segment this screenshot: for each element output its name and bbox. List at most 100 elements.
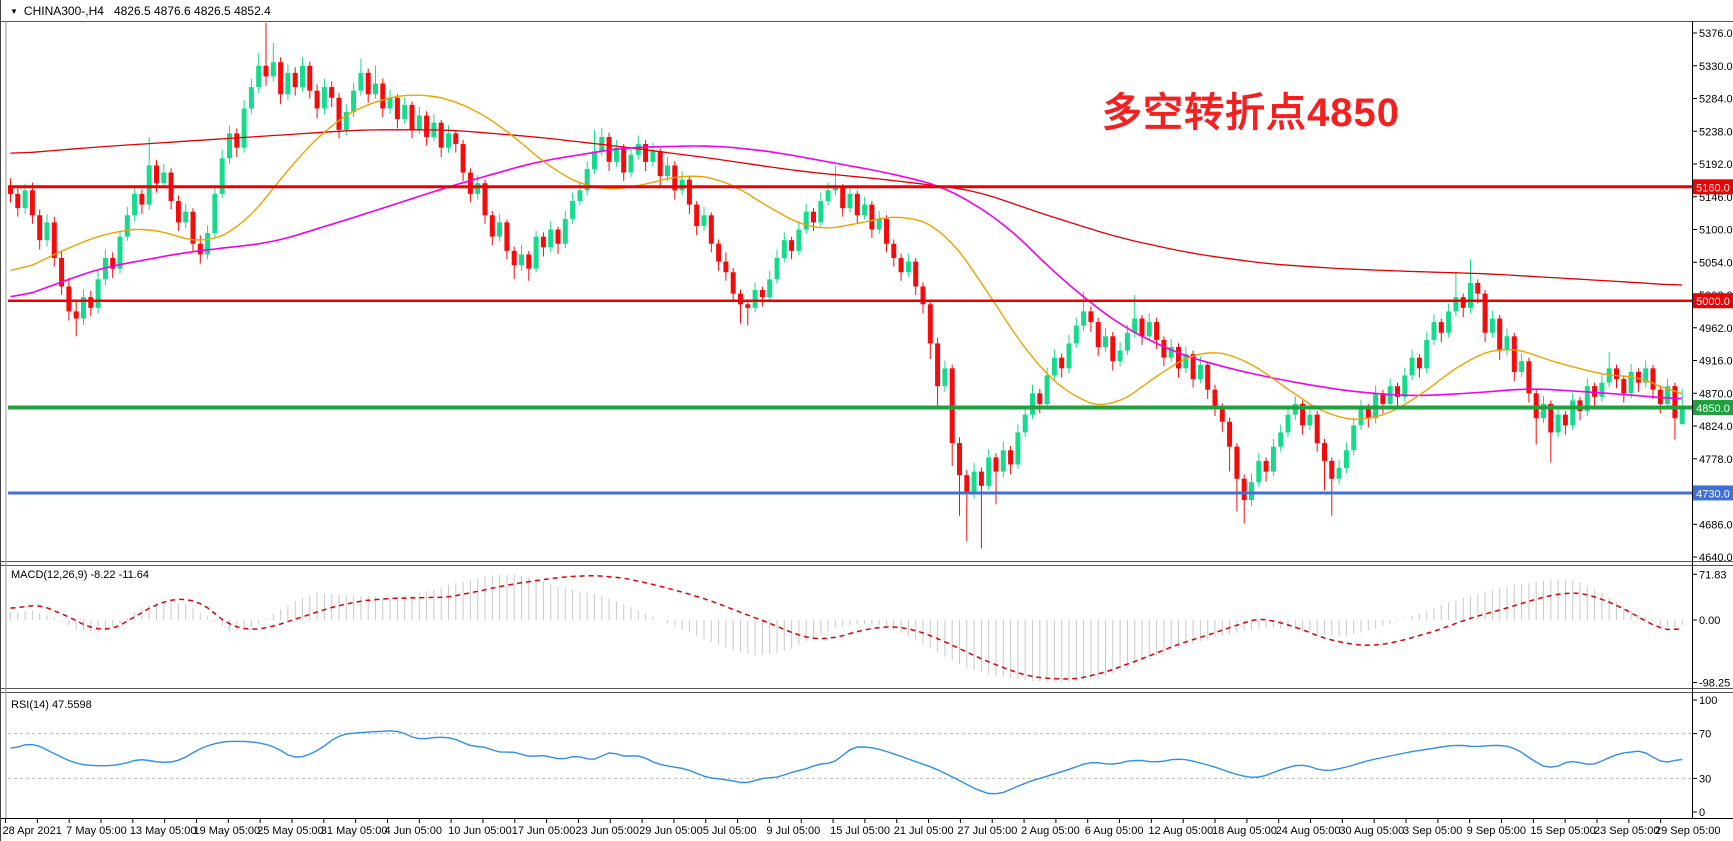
candle-body xyxy=(1161,339,1167,358)
candle-body xyxy=(234,133,240,148)
candle-body xyxy=(1497,318,1503,351)
candle-body xyxy=(15,193,21,209)
candle-body xyxy=(752,290,758,308)
candle-body xyxy=(1351,425,1357,451)
candle-body xyxy=(1489,318,1495,333)
candle-body xyxy=(767,279,773,298)
candle-body xyxy=(1146,322,1152,337)
candle-body xyxy=(796,229,802,251)
candle-body xyxy=(1015,432,1021,465)
candle-body xyxy=(1329,460,1335,479)
price-axis[interactable]: 5376.0 5330.0 5284.0 5238.0 5192.0 5146.0 5100… xyxy=(1692,28,1733,819)
rsi-panel-surface[interactable] xyxy=(8,693,1692,818)
candle-body xyxy=(862,204,868,216)
time-axis-label: 12 Aug 05:00 xyxy=(1148,825,1213,837)
candle-body xyxy=(1124,332,1130,351)
candle-body xyxy=(1300,403,1306,426)
candle-body xyxy=(1241,478,1247,501)
macd-axis-tick-label: 71.83 xyxy=(1699,569,1727,581)
candle-body xyxy=(241,108,247,148)
horizontal-lines-layer[interactable] xyxy=(8,185,1692,495)
time-axis-label: 18 Aug 05:00 xyxy=(1212,825,1277,837)
symbol-dropdown-icon[interactable]: ▼ xyxy=(10,6,18,16)
candle-body xyxy=(124,215,130,237)
price-axis-tick-label: 4824.0 xyxy=(1699,421,1733,433)
time-axis-label: 4 Jun 05:00 xyxy=(384,825,442,837)
candle-body xyxy=(1424,339,1430,369)
time-axis-label: 15 Sep 05:00 xyxy=(1530,825,1595,837)
candle-body xyxy=(37,215,43,241)
price-axis-tick-label: 5330.0 xyxy=(1699,61,1733,73)
candle-body xyxy=(1650,368,1656,390)
candle-body xyxy=(869,204,875,230)
candle-body xyxy=(1453,297,1459,312)
candle-body xyxy=(1672,386,1678,419)
candle-body xyxy=(891,243,897,258)
rsi-panel xyxy=(8,730,1692,795)
candle-body xyxy=(66,286,72,312)
candle-body xyxy=(1679,405,1685,425)
candle-body xyxy=(1665,386,1671,404)
price-axis-tick-label: 5192.0 xyxy=(1699,159,1733,171)
time-axis-label: 21 Jul 05:00 xyxy=(894,825,954,837)
candle-body xyxy=(789,240,795,251)
candle-body xyxy=(825,190,831,202)
candle-body xyxy=(132,193,138,216)
candle-body xyxy=(1621,379,1627,394)
candle-body xyxy=(351,90,357,113)
candle-body xyxy=(1270,446,1276,472)
candle-body xyxy=(1511,336,1517,372)
candle-body xyxy=(95,279,101,308)
candle-body xyxy=(1176,346,1181,369)
candle-body xyxy=(446,133,451,148)
candle-body xyxy=(460,144,466,173)
macd-panel-surface[interactable] xyxy=(8,566,1692,688)
candle-body xyxy=(1095,322,1101,347)
candle-body xyxy=(759,290,765,298)
candle-body xyxy=(694,204,700,226)
candle-body xyxy=(1431,322,1437,340)
candle-body xyxy=(453,133,459,145)
candle-body xyxy=(1526,361,1532,394)
candle-body xyxy=(701,215,707,226)
candle-body xyxy=(1599,382,1605,397)
price-chart-surface[interactable] xyxy=(8,21,1692,561)
candle-body xyxy=(1022,414,1028,433)
candle-body xyxy=(1438,322,1444,333)
candle-body xyxy=(584,168,590,191)
candle-body xyxy=(811,211,816,223)
candle-body xyxy=(482,183,488,216)
rsi-axis-tick-label: 70 xyxy=(1699,729,1711,741)
candle-body xyxy=(555,229,561,244)
candle-body xyxy=(986,457,992,486)
candle-body xyxy=(1365,407,1371,419)
candle-body xyxy=(300,65,305,88)
time-axis-label: 19 May 05:00 xyxy=(193,825,260,837)
candle-body xyxy=(548,229,554,248)
chart-surfaces[interactable] xyxy=(8,21,1692,818)
price-badge-4730.0: 4730.0 xyxy=(1693,485,1733,501)
candle-body xyxy=(686,179,692,205)
candle-body xyxy=(1088,311,1094,323)
candle-body xyxy=(898,257,904,273)
candle-body xyxy=(723,261,729,273)
candle-body xyxy=(1059,357,1065,369)
candle-body xyxy=(212,193,218,234)
candle-body xyxy=(1139,318,1145,337)
candle-body xyxy=(1643,368,1649,383)
candle-body xyxy=(343,112,349,130)
candle-body xyxy=(175,201,181,223)
candle-body xyxy=(570,201,576,219)
candle-body xyxy=(110,257,116,269)
candle-body xyxy=(314,90,320,109)
candle-body xyxy=(1219,407,1225,422)
time-axis-label: 3 Sep 05:00 xyxy=(1403,825,1462,837)
time-axis-label: 30 Aug 05:00 xyxy=(1339,825,1404,837)
candle-body xyxy=(540,236,546,248)
price-axis-tick-label: 5054.0 xyxy=(1699,257,1733,269)
rsi-indicator-label: RSI(14) 47.5598 xyxy=(11,699,92,711)
candle-body xyxy=(913,261,919,287)
